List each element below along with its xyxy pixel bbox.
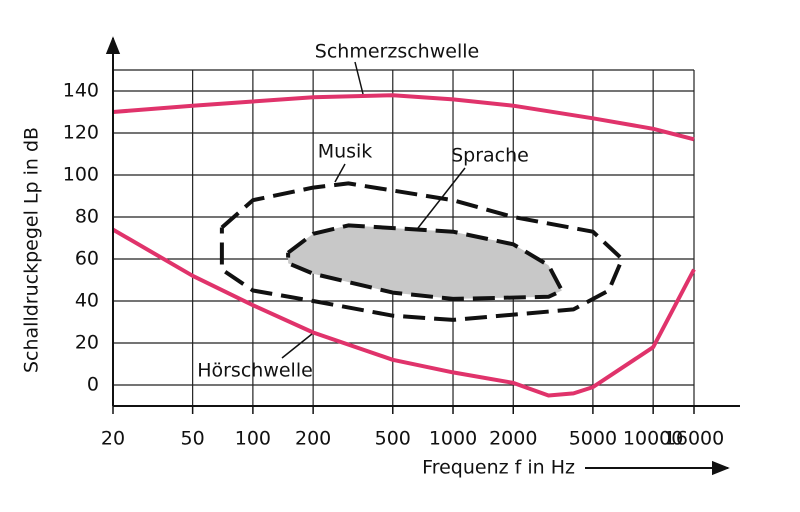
x-tick-label: 50 <box>181 428 205 450</box>
x-tick-label: 5000 <box>569 428 617 450</box>
x-tick-label: 200 <box>295 428 331 450</box>
x-axis-title: Frequenz f in Hz <box>422 457 575 479</box>
threshold-line <box>111 227 696 398</box>
annotation: Hörschwelle <box>197 360 313 382</box>
annotation: Musik <box>318 141 373 163</box>
y-axis-title: Schalldruckpegel Lp in dB <box>21 127 43 373</box>
x-tick-label: 100 <box>235 428 271 450</box>
y-tick-label: 120 <box>63 122 99 144</box>
threshold-line <box>112 93 695 142</box>
region <box>286 223 564 301</box>
x-tick-label: 20 <box>101 428 125 450</box>
x-tick-label: 500 <box>375 428 411 450</box>
y-tick-label: 140 <box>63 80 99 102</box>
leader-line <box>417 167 466 229</box>
y-tick-label: 0 <box>87 374 99 396</box>
x-tick-label: 16000 <box>664 428 724 450</box>
x-tick-label: 10000 <box>623 428 683 450</box>
y-tick-label: 40 <box>75 290 99 312</box>
y-tick-label: 80 <box>75 206 99 228</box>
y-tick-label: 60 <box>75 248 99 270</box>
y-tick-label: 100 <box>63 164 99 186</box>
annotation: Sprache <box>451 145 529 167</box>
x-tick-label: 1000 <box>429 428 477 450</box>
annotation: Schmerzschwelle <box>315 41 479 63</box>
region <box>219 181 625 322</box>
x-tick-label: 2000 <box>489 428 537 450</box>
marks <box>111 93 696 398</box>
leader-line <box>334 163 346 183</box>
leader-line <box>354 61 364 95</box>
y-tick-label: 20 <box>75 332 99 354</box>
leader-line <box>281 333 313 359</box>
